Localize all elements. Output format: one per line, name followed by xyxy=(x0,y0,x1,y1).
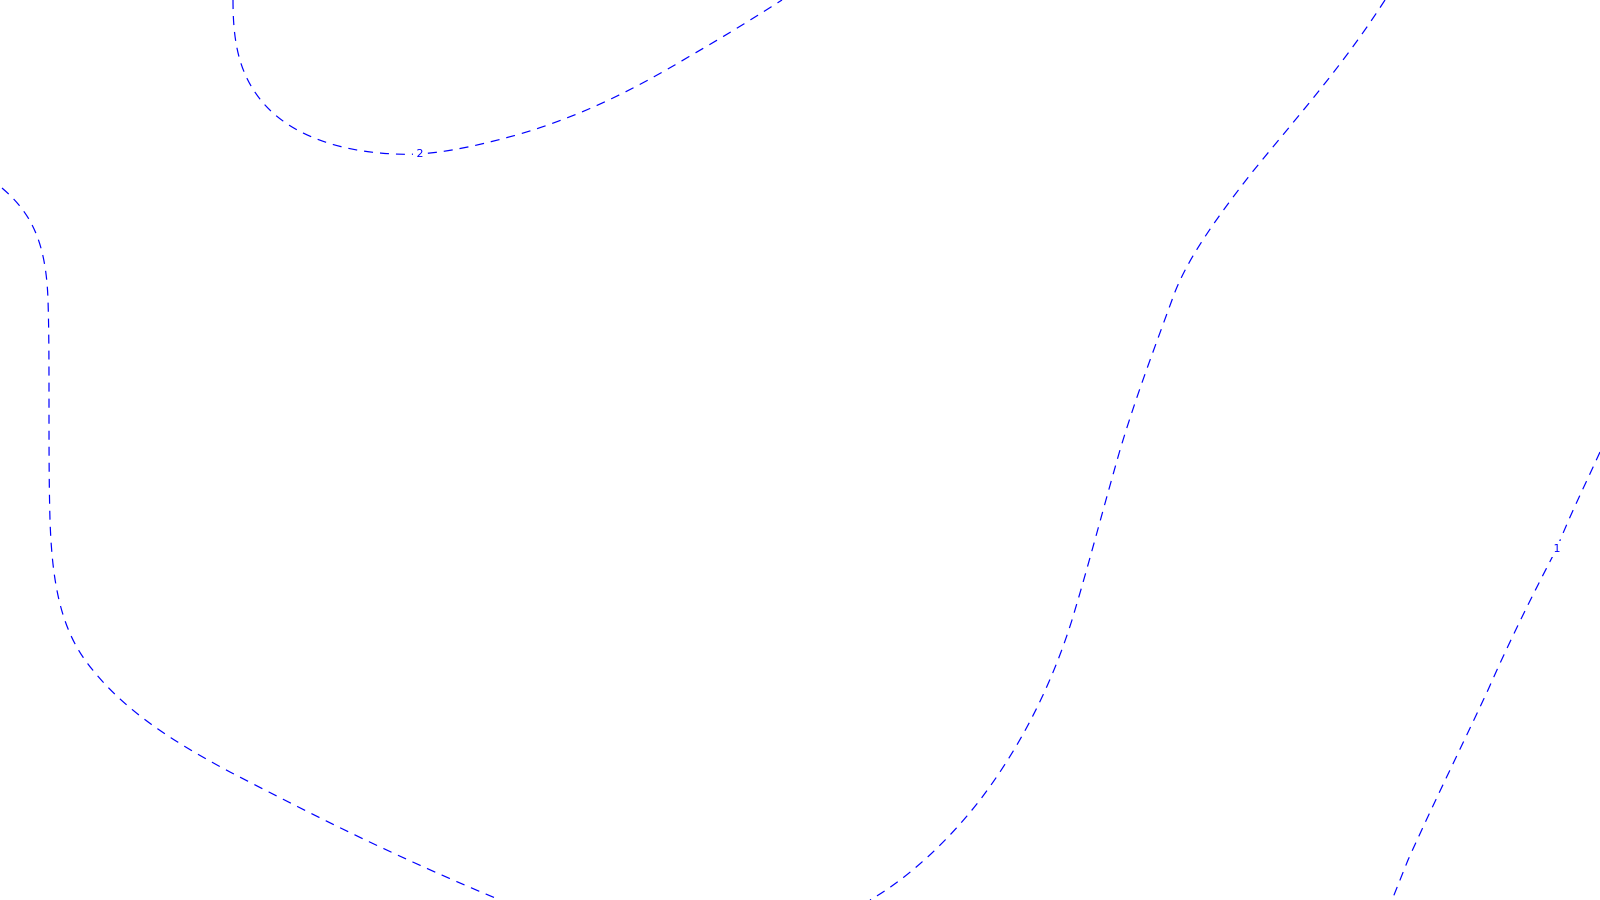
contour-line-left xyxy=(1,187,501,900)
contour-label-1: 1 xyxy=(1554,542,1561,555)
contour-label-2: 2 xyxy=(417,147,424,160)
contour-label-bg-2 xyxy=(413,146,427,162)
contour-line-1-right xyxy=(1391,451,1600,900)
contour-label-bg-1 xyxy=(1550,541,1564,557)
